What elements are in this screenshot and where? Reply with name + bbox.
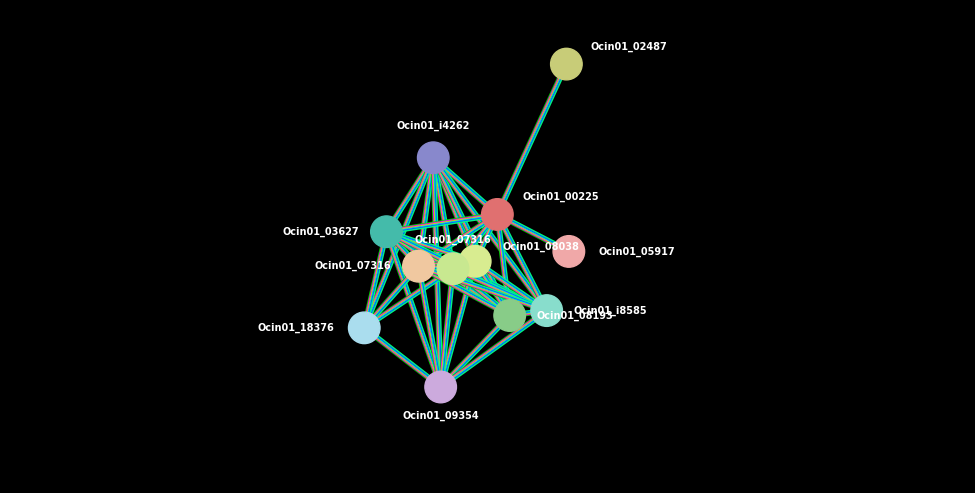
Text: Ocin01_18376: Ocin01_18376 [258, 323, 334, 333]
Circle shape [417, 142, 449, 174]
Text: Ocin01_02487: Ocin01_02487 [590, 41, 667, 52]
Circle shape [530, 295, 563, 326]
Text: Ocin01_05917: Ocin01_05917 [599, 246, 675, 256]
Text: Ocin01_00225: Ocin01_00225 [523, 192, 600, 202]
Text: Ocin01_i4262: Ocin01_i4262 [397, 120, 470, 131]
Circle shape [494, 300, 526, 331]
Circle shape [437, 253, 469, 284]
Circle shape [551, 48, 582, 80]
Text: Ocin01_07316: Ocin01_07316 [315, 261, 391, 271]
Circle shape [482, 199, 513, 230]
Text: Ocin01_09354: Ocin01_09354 [403, 411, 479, 421]
Text: Ocin01_07316: Ocin01_07316 [414, 235, 491, 245]
Circle shape [370, 216, 403, 247]
Text: Ocin01_08038: Ocin01_08038 [502, 242, 579, 252]
Circle shape [403, 250, 434, 282]
Text: Ocin01_i8585: Ocin01_i8585 [573, 306, 647, 316]
Circle shape [459, 246, 491, 277]
Circle shape [553, 236, 585, 267]
Circle shape [348, 312, 380, 344]
Text: Ocin01_08193: Ocin01_08193 [537, 311, 613, 320]
Circle shape [425, 371, 456, 403]
Text: Ocin01_03627: Ocin01_03627 [283, 227, 360, 237]
